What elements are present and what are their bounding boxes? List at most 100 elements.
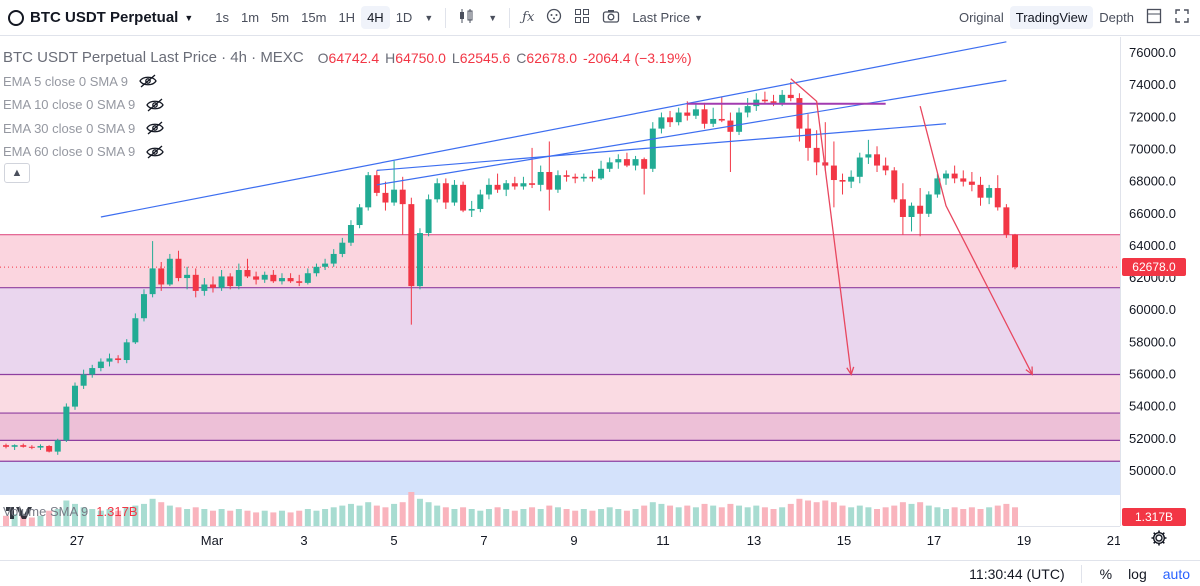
volume-bar (442, 507, 449, 526)
interval-5m[interactable]: 5m (271, 10, 290, 25)
candle-body (908, 205, 915, 217)
candle-body (830, 165, 837, 181)
volume-bar (546, 505, 553, 526)
volume-bar (140, 503, 147, 526)
log-toggle[interactable]: log (1128, 565, 1147, 582)
hidden-eye-icon[interactable] (145, 145, 165, 159)
volume-bar (986, 507, 993, 526)
volume-bar (1003, 503, 1010, 526)
candle-body (692, 109, 699, 116)
volume-bar (253, 512, 260, 526)
interval-1m[interactable]: 1m (241, 10, 260, 25)
interval-1d[interactable]: 1D (395, 10, 413, 25)
last-price-tag: 62678.0 (1122, 258, 1186, 277)
indicators-icon[interactable]: ƒx (522, 10, 535, 25)
collapse-legend-button[interactable]: ▲ (4, 163, 30, 183)
volume-bar (994, 505, 1001, 526)
volume-bar (770, 509, 777, 526)
candle-body (261, 274, 268, 280)
candle-body (149, 268, 156, 295)
candle-body (813, 147, 820, 163)
zone-band (0, 287, 1120, 375)
settings-gear-icon[interactable] (1150, 529, 1168, 547)
indicator-row-ema10[interactable]: EMA 10 close 0 SMA 9 (3, 93, 692, 117)
time-tick-label: 13 (747, 533, 761, 548)
volume-bar (572, 510, 579, 526)
volume-label: Volume SMA 9 (3, 504, 89, 519)
volume-bar (623, 510, 630, 526)
indicator-label: EMA 30 close 0 SMA 9 (3, 120, 136, 136)
view-tradingview[interactable]: TradingView (1009, 6, 1094, 29)
volume-bar (917, 502, 924, 526)
candle-body (253, 276, 260, 280)
view-original[interactable]: Original (958, 10, 1004, 25)
indicator-row-ema60[interactable]: EMA 60 close 0 SMA 9 (3, 140, 692, 164)
percent-toggle[interactable]: % (1099, 565, 1113, 582)
interval-15m[interactable]: 15m (301, 10, 327, 25)
indicator-label: EMA 60 close 0 SMA 9 (3, 144, 136, 160)
candle-body (408, 204, 415, 287)
toolbar-divider (509, 7, 511, 28)
volume-bar (330, 507, 337, 526)
candle-body (235, 270, 242, 287)
volume-bar (391, 503, 398, 526)
indicator-row-ema5[interactable]: EMA 5 close 0 SMA 9 (3, 70, 692, 94)
candle-body (848, 176, 855, 182)
candle-body (632, 159, 639, 166)
interval-1h[interactable]: 1H (338, 10, 356, 25)
volume-bar (347, 503, 354, 526)
volume-bar (28, 517, 35, 526)
time-axis[interactable]: 27 Mar 3 5 7 9 11 13 15 17 19 21 (0, 526, 1121, 552)
symbol-selector[interactable]: BTC USDT Perpetual ▼ (8, 9, 193, 26)
volume-bar (175, 507, 182, 526)
view-depth[interactable]: Depth (1099, 10, 1134, 25)
price-axis[interactable]: 76000.0 74000.0 72000.0 70000.0 68000.0 66000… (1120, 37, 1200, 526)
volume-bar (166, 505, 173, 526)
hidden-eye-icon[interactable] (145, 98, 165, 112)
candle-body (503, 183, 510, 190)
candle-body (606, 162, 613, 169)
panel-layout-icon[interactable] (1140, 4, 1168, 31)
more-intervals-chevron-icon[interactable]: ▼ (424, 12, 434, 23)
fullscreen-icon[interactable] (1168, 4, 1196, 31)
legend-open: O64742.4 (317, 49, 380, 66)
volume-bar (434, 505, 441, 526)
candle-body (416, 233, 423, 287)
hidden-eye-icon[interactable] (145, 121, 165, 135)
candle-body (451, 184, 458, 203)
price-tick-label: 72000.0 (1129, 109, 1176, 124)
candle-body (460, 184, 467, 211)
chevron-down-icon: ▼ (694, 12, 704, 23)
volume-bar (692, 507, 699, 526)
chart-canvas[interactable] (0, 37, 1120, 526)
price-source-select[interactable]: Last Price ▼ (632, 10, 704, 25)
trend-line (100, 41, 1007, 218)
candle-body (710, 118, 717, 124)
indicator-row-ema30[interactable]: EMA 30 close 0 SMA 9 (3, 117, 692, 141)
hidden-eye-icon[interactable] (138, 74, 158, 88)
layout-icon[interactable] (568, 4, 596, 31)
clock-time[interactable]: 11:30:44 (UTC) (969, 565, 1065, 582)
volume-bar (943, 509, 950, 526)
templates-icon[interactable] (540, 4, 568, 31)
candle-body (158, 268, 165, 285)
camera-icon[interactable] (596, 4, 626, 31)
candle-body (1012, 234, 1019, 268)
price-tick-label: 70000.0 (1129, 141, 1176, 156)
interval-4h[interactable]: 4H (361, 6, 390, 29)
chart-type-chevron-icon[interactable]: ▼ (488, 12, 498, 23)
auto-toggle[interactable]: auto (1162, 565, 1190, 582)
candles-icon[interactable] (452, 4, 482, 31)
candle-body (175, 258, 182, 279)
volume-bar (313, 510, 320, 526)
interval-1s[interactable]: 1s (215, 10, 230, 25)
volume-bar (132, 505, 139, 526)
candle-body (520, 183, 527, 187)
volume-bar (615, 509, 622, 526)
volume-bar (761, 507, 768, 526)
candle-body (960, 178, 967, 182)
volume-value: 1.317B (96, 504, 138, 519)
volume-bar (977, 509, 984, 526)
price-tick-label: 68000.0 (1129, 174, 1176, 189)
candle-body (744, 106, 751, 113)
